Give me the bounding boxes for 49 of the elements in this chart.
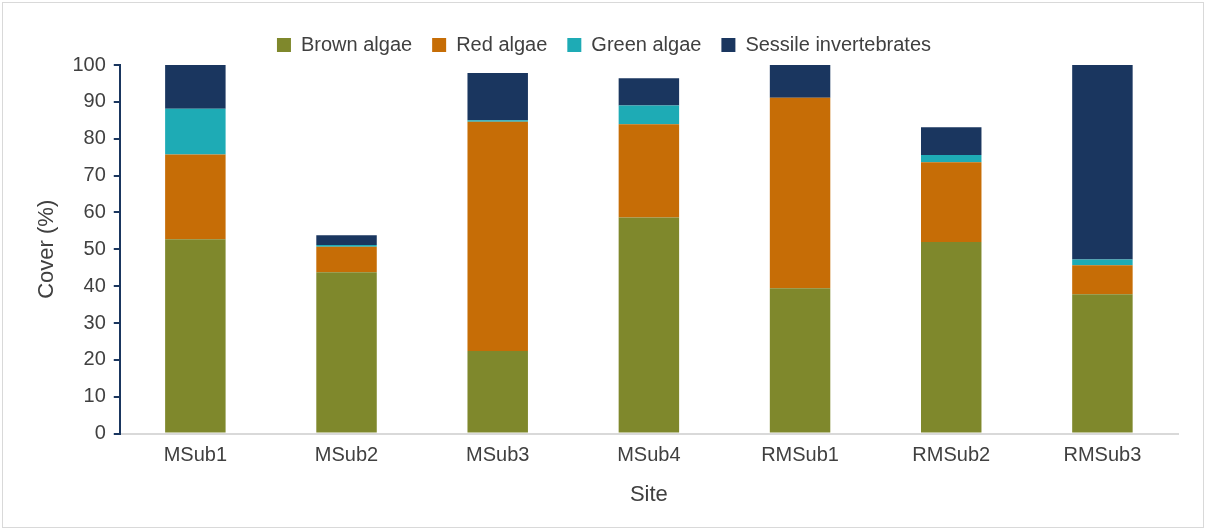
bar xyxy=(921,162,982,242)
bar xyxy=(769,65,831,98)
bar xyxy=(1072,265,1133,295)
bar xyxy=(316,246,377,273)
x-tick-label: MSub1 xyxy=(163,443,228,466)
bar xyxy=(1072,65,1133,260)
x-axis-title: Site xyxy=(629,480,668,506)
bar xyxy=(316,272,377,433)
bar xyxy=(165,65,226,109)
bar xyxy=(769,97,831,289)
legend-label: Sessile invertebrates xyxy=(745,32,932,55)
bar xyxy=(467,73,528,121)
bar xyxy=(467,121,528,352)
bar xyxy=(618,124,680,218)
y-tick-label: 0 xyxy=(94,421,106,444)
bar xyxy=(165,108,226,155)
bar xyxy=(769,288,831,433)
y-tick-label: 30 xyxy=(83,310,106,333)
bar xyxy=(921,154,982,163)
x-tick-label: RMSub1 xyxy=(761,443,839,466)
legend-label: Brown algae xyxy=(300,32,413,55)
bar xyxy=(165,239,226,433)
bar xyxy=(618,105,680,125)
y-tick-label: 70 xyxy=(83,163,106,186)
bar xyxy=(618,217,680,433)
y-tick-label: 90 xyxy=(83,89,106,112)
bar xyxy=(618,78,680,106)
y-tick-label: 40 xyxy=(83,273,106,296)
x-tick-label: MSub2 xyxy=(314,443,379,466)
x-tick-label: MSub3 xyxy=(466,443,530,466)
y-tick-label: 50 xyxy=(83,236,106,259)
y-tick-label: 60 xyxy=(83,199,106,222)
legend-label: Green algae xyxy=(591,32,702,55)
y-axis-title: Cover (%) xyxy=(33,199,59,299)
bar xyxy=(921,127,982,155)
x-tick-label: MSub4 xyxy=(617,443,681,466)
y-tick-label: 20 xyxy=(83,347,106,370)
bar xyxy=(467,351,528,433)
y-tick-label: 80 xyxy=(83,126,106,149)
bar xyxy=(316,235,377,245)
bar xyxy=(165,154,226,240)
bar xyxy=(1072,294,1133,433)
bar xyxy=(921,241,982,433)
x-tick-label: RMSub2 xyxy=(912,443,991,466)
y-tick-label: 10 xyxy=(83,384,106,407)
x-tick-label: RMSub3 xyxy=(1063,443,1142,466)
bar xyxy=(1072,259,1133,266)
legend-label: Red algae xyxy=(456,32,548,55)
y-tick-label: 100 xyxy=(72,52,106,75)
